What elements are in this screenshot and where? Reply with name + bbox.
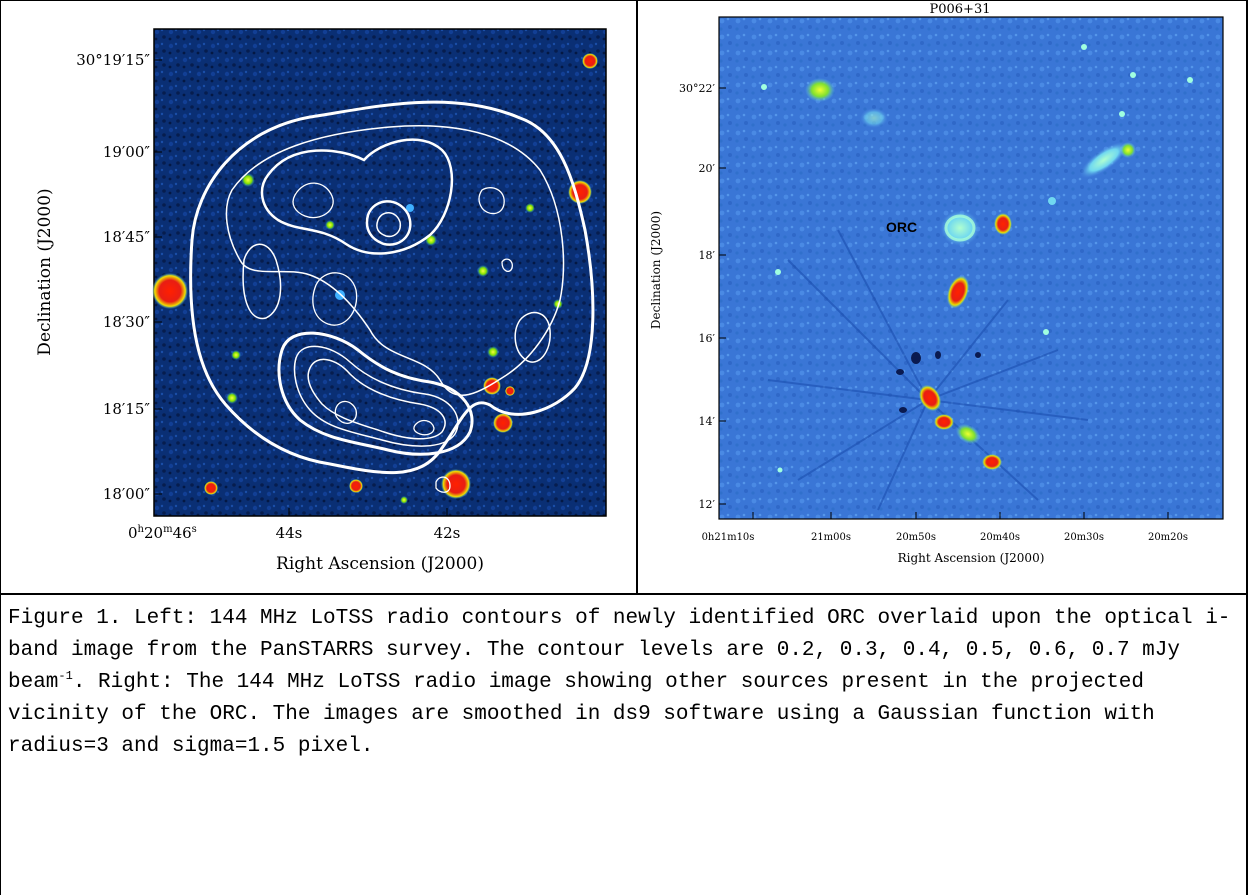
radio-source	[934, 414, 954, 430]
radio-source	[955, 423, 981, 445]
faint-source	[425, 234, 437, 246]
bright-source	[582, 53, 598, 69]
bright-source	[152, 273, 188, 309]
y-axis-label: Declination (J2000)	[649, 211, 663, 329]
left-figure-panel: 30°19′15″ 19′00″ 18′45″ 18′30″ 18′15″ 18…	[35, 28, 607, 574]
x-tick-label: 20m30s	[1064, 532, 1104, 543]
radio-source	[775, 269, 781, 275]
panel-divider	[636, 0, 638, 594]
y-axis-label: Declination (J2000)	[35, 188, 55, 355]
bright-source	[505, 386, 515, 396]
x-tick-label: 20m40s	[980, 532, 1020, 543]
radio-source	[946, 275, 970, 309]
x-tick-label: 20m50s	[896, 532, 936, 543]
radio-source	[805, 78, 835, 102]
radio-source	[777, 467, 783, 473]
right-axis-ticks	[719, 87, 1169, 519]
x-axis-label: Right Ascension (J2000)	[276, 554, 484, 574]
left-border	[0, 0, 1, 895]
radio-source	[1119, 111, 1125, 117]
radio-source	[1120, 142, 1136, 158]
x-tick-label: 0h20m46s	[128, 524, 197, 542]
radio-source	[761, 84, 767, 90]
caption-text: Figure 1. Left: 144 MHz LoTSS radio cont…	[8, 607, 1231, 694]
radio-source	[1081, 44, 1087, 50]
y-tick-label: 14′	[699, 415, 716, 428]
diffuse-emission	[1080, 141, 1128, 179]
y-tick-label: 18′	[699, 249, 716, 262]
bright-source	[493, 413, 513, 433]
faint-source	[406, 204, 414, 212]
faint-source	[553, 299, 563, 309]
dark-artifacts	[896, 351, 981, 413]
x-tick-label: 0h21m10s	[702, 532, 755, 543]
radio-source	[1048, 197, 1056, 205]
caption-divider	[0, 593, 1248, 595]
caption-text-continued: . Right: The 144 MHz LoTSS radio image s…	[8, 671, 1155, 758]
right-figure-panel: P006+31 ORC 30°22′	[649, 2, 1224, 565]
faint-source	[525, 203, 535, 213]
y-tick-label: 20′	[699, 162, 716, 175]
y-tick-label: 18′15″	[103, 400, 151, 418]
faint-source	[231, 350, 241, 360]
radio-source	[918, 384, 942, 412]
y-tick-label: 19′00″	[103, 143, 151, 161]
bright-source	[204, 481, 218, 495]
bright-source	[349, 479, 363, 493]
x-tick-label: 20m20s	[1148, 532, 1188, 543]
x-tick-label: 21m00s	[811, 532, 851, 543]
figure-caption: Figure 1. Left: 144 MHz LoTSS radio cont…	[8, 603, 1238, 763]
orc-ring	[944, 214, 976, 242]
right-border	[1246, 0, 1248, 895]
artifact-rays	[767, 229, 1089, 511]
radio-source	[1130, 72, 1136, 78]
radio-contours	[189, 100, 595, 493]
faint-source	[325, 220, 335, 230]
x-axis-label: Right Ascension (J2000)	[898, 551, 1045, 565]
left-axis-ticks	[154, 59, 448, 516]
faint-source	[487, 346, 499, 358]
orc-annotation: ORC	[886, 219, 917, 235]
faint-source	[226, 392, 238, 404]
bright-source	[441, 469, 471, 499]
radio-source	[982, 454, 1002, 470]
panel-title: P006+31	[930, 2, 991, 17]
y-tick-label: 18′00″	[103, 485, 151, 503]
top-border	[0, 0, 1248, 1]
y-tick-label: 18′45″	[103, 228, 151, 246]
radio-source	[994, 213, 1012, 235]
radio-source	[1187, 77, 1193, 83]
diffuse-emission	[860, 108, 888, 128]
x-tick-label: 44s	[276, 524, 303, 542]
faint-source	[241, 173, 255, 187]
y-tick-label: 16′	[699, 332, 716, 345]
y-tick-label: 12′	[699, 498, 716, 511]
radio-source	[1043, 329, 1049, 335]
faint-source	[400, 496, 408, 504]
y-tick-label: 30°22′	[679, 82, 715, 95]
faint-source	[477, 265, 489, 277]
x-tick-label: 42s	[434, 524, 461, 542]
y-tick-label: 30°19′15″	[76, 51, 150, 69]
y-tick-label: 18′30″	[103, 313, 151, 331]
caption-superscript: -1	[58, 669, 73, 683]
optical-image-area	[153, 28, 607, 517]
